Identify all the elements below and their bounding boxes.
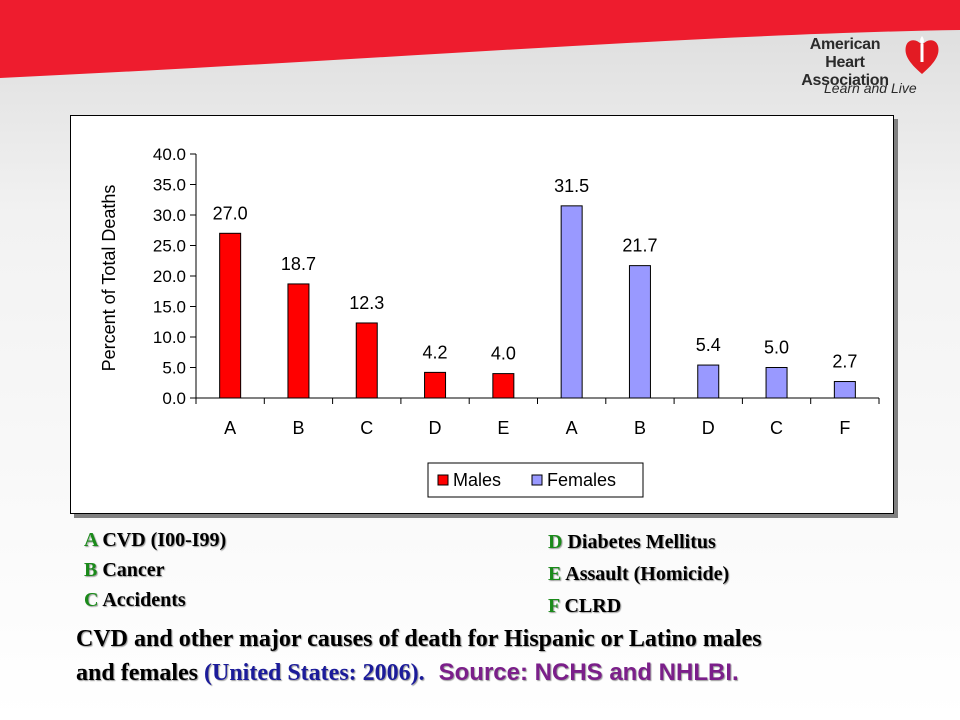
y-axis-title: Percent of Total Deaths [99, 185, 119, 372]
bar-value-label: 21.7 [622, 236, 657, 256]
bar-females-D [697, 364, 720, 399]
bar-value-label: 4.0 [491, 344, 516, 364]
bar-value-label: 18.7 [281, 254, 316, 274]
header-banner [0, 0, 960, 78]
caption-line-1: CVD and other major causes of death for … [76, 626, 762, 652]
code-key-item: C Accidents [84, 589, 186, 611]
code-key-item: D Diabetes Mellitus [548, 531, 716, 553]
legend-label-males: Males [453, 470, 501, 490]
bar-females-C [765, 367, 788, 399]
x-category-label: B [634, 418, 646, 438]
logo-tagline: Learn and Live [824, 80, 917, 96]
x-category-label: B [292, 418, 304, 438]
y-tick-label: 35.0 [153, 176, 186, 195]
x-category-label: F [839, 418, 850, 438]
code-key-left: A CVD (I00-I99) B Cancer C Accidents [84, 524, 226, 616]
x-category-label: C [770, 418, 783, 438]
x-category-label: D [702, 418, 715, 438]
y-tick-label: 0.0 [162, 389, 186, 408]
x-category-label: C [360, 418, 373, 438]
heart-torch-icon [905, 36, 939, 74]
y-axis-ticks: 0.0 5.0 10.0 15.0 20.0 25.0 30.0 35.0 40.0 [153, 145, 879, 408]
bar-females-A [560, 205, 583, 399]
slide-caption: CVD and other major causes of death for … [76, 622, 936, 690]
caption-place: (United States: 2006). [204, 660, 425, 686]
chart-legend: Males Females [427, 462, 644, 498]
bar-females-B [628, 265, 651, 399]
bar-value-label: 31.5 [554, 176, 589, 196]
bar-value-label: 4.2 [423, 342, 448, 362]
bar-value-label: 2.7 [832, 352, 857, 372]
bar-value-label: 5.4 [696, 335, 721, 355]
bars: 27.0 18.7 12.3 4.2 4.0 31.5 21.7 5.4 5.0 2.7 [213, 176, 857, 399]
bar-males-D [424, 371, 447, 399]
caption-source: Source: NCHS and NHLBI. [438, 659, 739, 686]
y-tick-label: 30.0 [153, 206, 186, 225]
chart-panel: Percent of Total Deaths 0.0 5.0 10.0 15.0 20… [70, 115, 894, 514]
code-key-item: F CLRD [548, 595, 622, 617]
y-tick-label: 25.0 [153, 237, 186, 256]
bar-males-A [219, 232, 242, 399]
bar-chart: Percent of Total Deaths 0.0 5.0 10.0 15.0 20… [99, 145, 880, 498]
x-category-label: D [429, 418, 442, 438]
bar-males-E [492, 373, 515, 399]
code-key-item: A CVD (I00-I99) [84, 529, 227, 551]
y-axis-title-text: Percent of Total Deaths [99, 185, 119, 372]
caption-line-2: and females (United States: 2006). Source… [76, 659, 739, 686]
logo-name: American Heart Association [801, 36, 889, 89]
bar-females-F [833, 381, 856, 399]
y-tick-label: 10.0 [153, 328, 186, 347]
y-tick-label: 15.0 [153, 298, 186, 317]
x-category-label: E [497, 418, 509, 438]
aha-logo: American Heart Association Learn and Liv… [790, 30, 950, 100]
bar-value-label: 5.0 [764, 338, 789, 358]
bar-value-label: 12.3 [349, 293, 384, 313]
legend-swatch-females [531, 474, 543, 486]
code-key-item: E Assault (Homicide) [548, 563, 730, 585]
legend-label-females: Females [547, 470, 616, 490]
y-tick-label: 20.0 [153, 267, 186, 286]
code-key-right: D Diabetes Mellitus E Assault (Homicide)… [548, 526, 729, 622]
code-key-item: B Cancer [84, 559, 165, 581]
y-tick-label: 40.0 [153, 145, 186, 164]
y-tick-label: 5.0 [162, 359, 186, 378]
x-category-label: A [224, 418, 236, 438]
bar-males-C [355, 322, 378, 399]
bar-males-B [287, 283, 310, 399]
x-category-label: A [566, 418, 578, 438]
legend-swatch-males [437, 474, 449, 486]
bar-value-label: 27.0 [213, 203, 248, 223]
